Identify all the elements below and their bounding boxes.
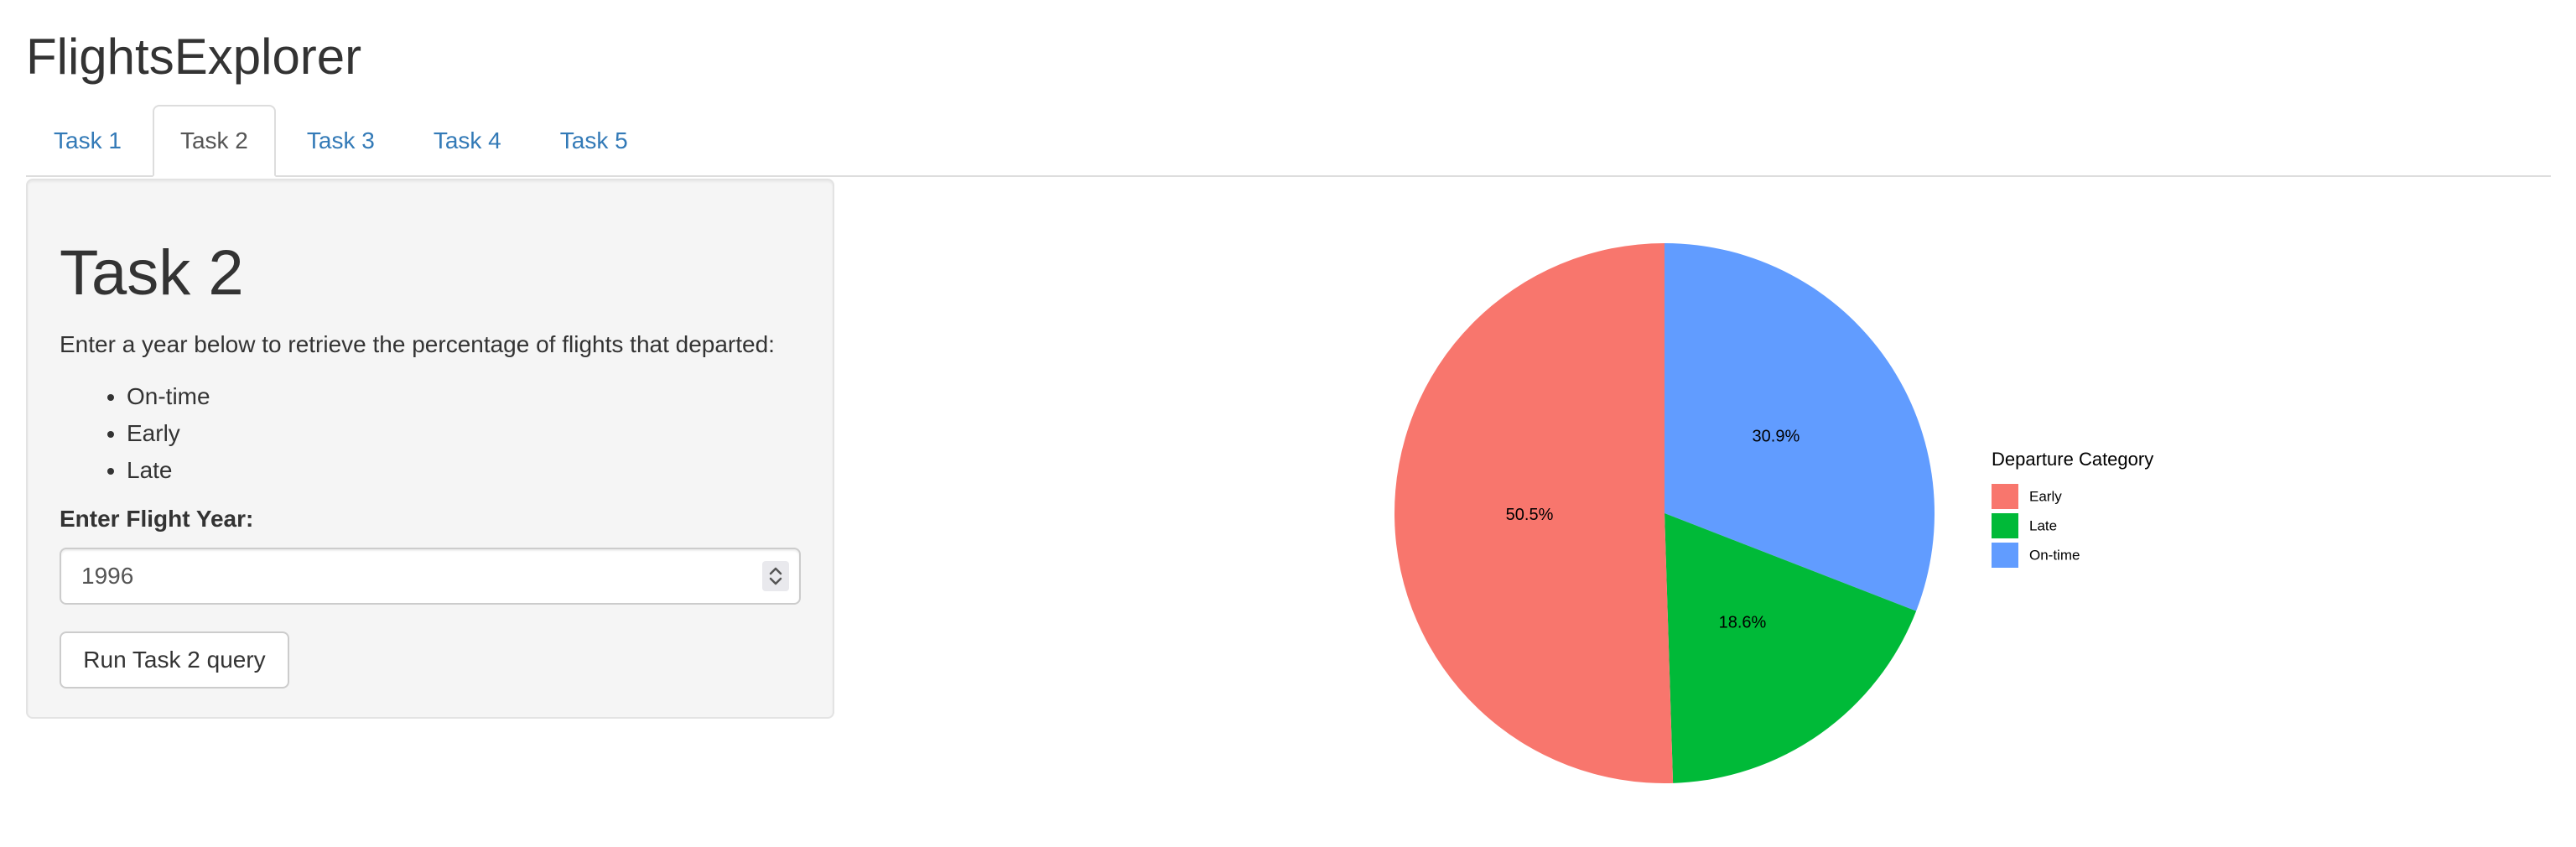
spinner-chevrons-icon bbox=[769, 567, 782, 585]
departure-pie-chart: 30.9% 18.6% 50.5% Departure Category Early L… bbox=[1394, 243, 2153, 783]
tab-task-5[interactable]: Task 5 bbox=[559, 127, 628, 153]
legend-label-early: Early bbox=[2029, 488, 2062, 504]
pie-legend: Departure Category Early Late On-time bbox=[1992, 449, 2153, 568]
sidebar-panel: Task 2 Enter a year below to retrieve th… bbox=[26, 179, 834, 719]
legend-swatch-late bbox=[1992, 513, 2018, 538]
number-spinner[interactable] bbox=[762, 561, 789, 591]
pie-label-early: 50.5% bbox=[1506, 506, 1554, 524]
legend-title: Departure Category bbox=[1992, 449, 2153, 470]
pie-slice-late bbox=[1665, 513, 1917, 783]
legend-label-late: Late bbox=[2029, 517, 2057, 533]
tab-task-4[interactable]: Task 4 bbox=[433, 127, 501, 153]
pie-slices bbox=[1394, 243, 1935, 783]
pie-labels: 30.9% 18.6% 50.5% bbox=[1506, 427, 1800, 631]
pie-label-on-time: 30.9% bbox=[1753, 427, 1800, 445]
year-input[interactable] bbox=[81, 549, 719, 603]
pie-label-late: 18.6% bbox=[1719, 614, 1767, 632]
legend-swatch-early bbox=[1992, 484, 2018, 509]
app-title: FlightsExplorer bbox=[26, 29, 362, 85]
category-list: On-time Early Late bbox=[60, 378, 210, 489]
legend-label-on-time: On-time bbox=[2029, 547, 2080, 563]
year-field-label: Enter Flight Year: bbox=[60, 506, 254, 532]
panel-title: Task 2 bbox=[60, 237, 244, 309]
panel-description: Enter a year below to retrieve the perce… bbox=[60, 331, 775, 357]
legend-swatch-on-time bbox=[1992, 543, 2018, 568]
pie-slice-early bbox=[1394, 243, 1674, 783]
tab-bar: Task 1 Task 2 Task 3 Task 4 Task 5 bbox=[26, 105, 2551, 177]
list-item-early: Early bbox=[127, 415, 210, 452]
year-input-wrapper bbox=[60, 548, 801, 605]
tab-task-2[interactable]: Task 2 bbox=[152, 105, 276, 177]
tab-task-3[interactable]: Task 3 bbox=[306, 127, 375, 153]
pie-slice-on-time bbox=[1665, 243, 1935, 611]
list-item-late: Late bbox=[127, 452, 210, 489]
tab-task-1[interactable]: Task 1 bbox=[54, 127, 122, 153]
run-query-button[interactable]: Run Task 2 query bbox=[60, 631, 289, 689]
list-item-on-time: On-time bbox=[127, 378, 210, 415]
